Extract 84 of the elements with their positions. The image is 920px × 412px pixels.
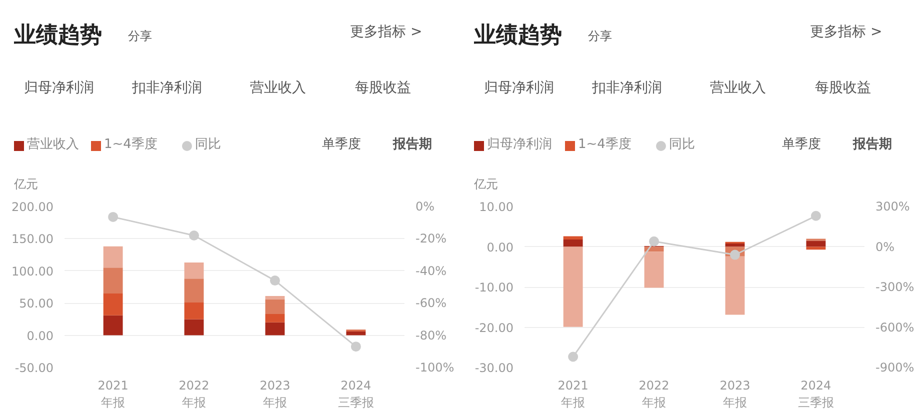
point	[189, 230, 200, 240]
point	[568, 352, 578, 362]
y2-tick-label: 0%	[876, 240, 895, 254]
bar	[265, 296, 285, 300]
point	[649, 236, 660, 246]
y2-tick-label: -100%	[416, 360, 454, 374]
bar	[563, 236, 583, 240]
y-tick-label: 10.00	[479, 200, 514, 214]
y2-tick-label: -300%	[876, 280, 914, 294]
text: 归母净利润	[484, 79, 554, 98]
bar	[346, 331, 366, 336]
point	[730, 250, 740, 260]
text: 单季度	[322, 136, 361, 154]
point	[108, 212, 118, 222]
bar	[184, 262, 204, 279]
y-axis-title: 亿元	[474, 176, 498, 193]
y2-tick-label: 300%	[876, 200, 910, 214]
x-tick-label: 2024 三季报	[338, 378, 374, 410]
x-tick-label: 2024 三季报	[798, 378, 834, 410]
bar	[103, 246, 123, 268]
text: 分享	[588, 28, 612, 45]
bar	[725, 244, 745, 247]
chart-title: 业绩趋势	[14, 22, 102, 50]
legend-label: 归母净利润	[487, 136, 552, 154]
text: 更多指标 >	[810, 23, 882, 42]
bar	[563, 246, 583, 327]
x-tick-label: 2022 年报	[638, 378, 670, 410]
bar	[644, 252, 664, 288]
text: 每股收益	[815, 79, 871, 98]
text: 扣非净利润	[592, 79, 662, 98]
bar	[806, 240, 826, 247]
point	[350, 342, 361, 352]
y2-tick-label: -60%	[416, 296, 447, 310]
y-tick-label: 200.00	[12, 200, 54, 214]
y2-tick-label: -20%	[416, 232, 447, 246]
bar	[265, 314, 285, 322]
y-tick-label: 50.00	[19, 296, 54, 311]
x-tick-label: 2023 年报	[720, 378, 750, 410]
y2-tick-label: -40%	[416, 264, 447, 278]
y-tick-label: -30.00	[474, 361, 514, 375]
y-tick-label: 0.00	[26, 328, 54, 343]
y-tick-label: -50.00	[14, 361, 54, 375]
bar	[265, 299, 285, 314]
bar	[103, 293, 123, 316]
bar	[563, 240, 583, 247]
bar	[184, 278, 204, 302]
legend-label: 1~4季度	[104, 136, 158, 154]
x-tick-label: 2022 年报	[178, 378, 210, 410]
y-tick-label: 0.00	[486, 240, 514, 254]
text: 每股收益	[355, 79, 411, 98]
y-axis-title: 亿元	[14, 176, 38, 193]
legend-label: 营业收入	[27, 136, 79, 154]
y2-tick-label: -600%	[876, 320, 914, 334]
legend-label: 1~4季度	[578, 136, 632, 154]
point	[270, 276, 280, 286]
legend-label: 同比	[195, 136, 221, 154]
point	[810, 210, 821, 221]
x-tick-label: 2023 年报	[260, 378, 290, 410]
text: 单季度	[782, 136, 821, 154]
bar	[103, 315, 123, 336]
y-tick-label: 100.00	[12, 264, 54, 278]
y-tick-label: -20.00	[474, 320, 514, 335]
text: 营业收入	[710, 79, 766, 98]
text: 扣非净利润	[132, 79, 202, 98]
text: 归母净利润	[24, 79, 94, 98]
bar	[265, 322, 285, 336]
legend-label: 同比	[669, 136, 695, 154]
bar	[184, 319, 204, 336]
y2-tick-label: -900%	[876, 360, 914, 374]
y2-tick-label: 0%	[416, 200, 435, 214]
text: 更多指标 >	[350, 23, 422, 42]
bar	[725, 256, 745, 315]
y2-tick-label: -80%	[416, 328, 447, 342]
text: 营业收入	[250, 79, 306, 98]
text: 报告期	[393, 136, 432, 154]
text: 报告期	[853, 136, 892, 154]
bar	[184, 302, 204, 320]
chart-title: 业绩趋势	[474, 22, 562, 50]
x-tick-label: 2021 年报	[558, 378, 588, 410]
y-tick-label: -10.00	[474, 280, 514, 294]
x-tick-label: 2021 年报	[98, 378, 128, 410]
text: 分享	[128, 28, 152, 45]
y-tick-label: 150.00	[12, 232, 54, 246]
bar	[103, 268, 123, 294]
